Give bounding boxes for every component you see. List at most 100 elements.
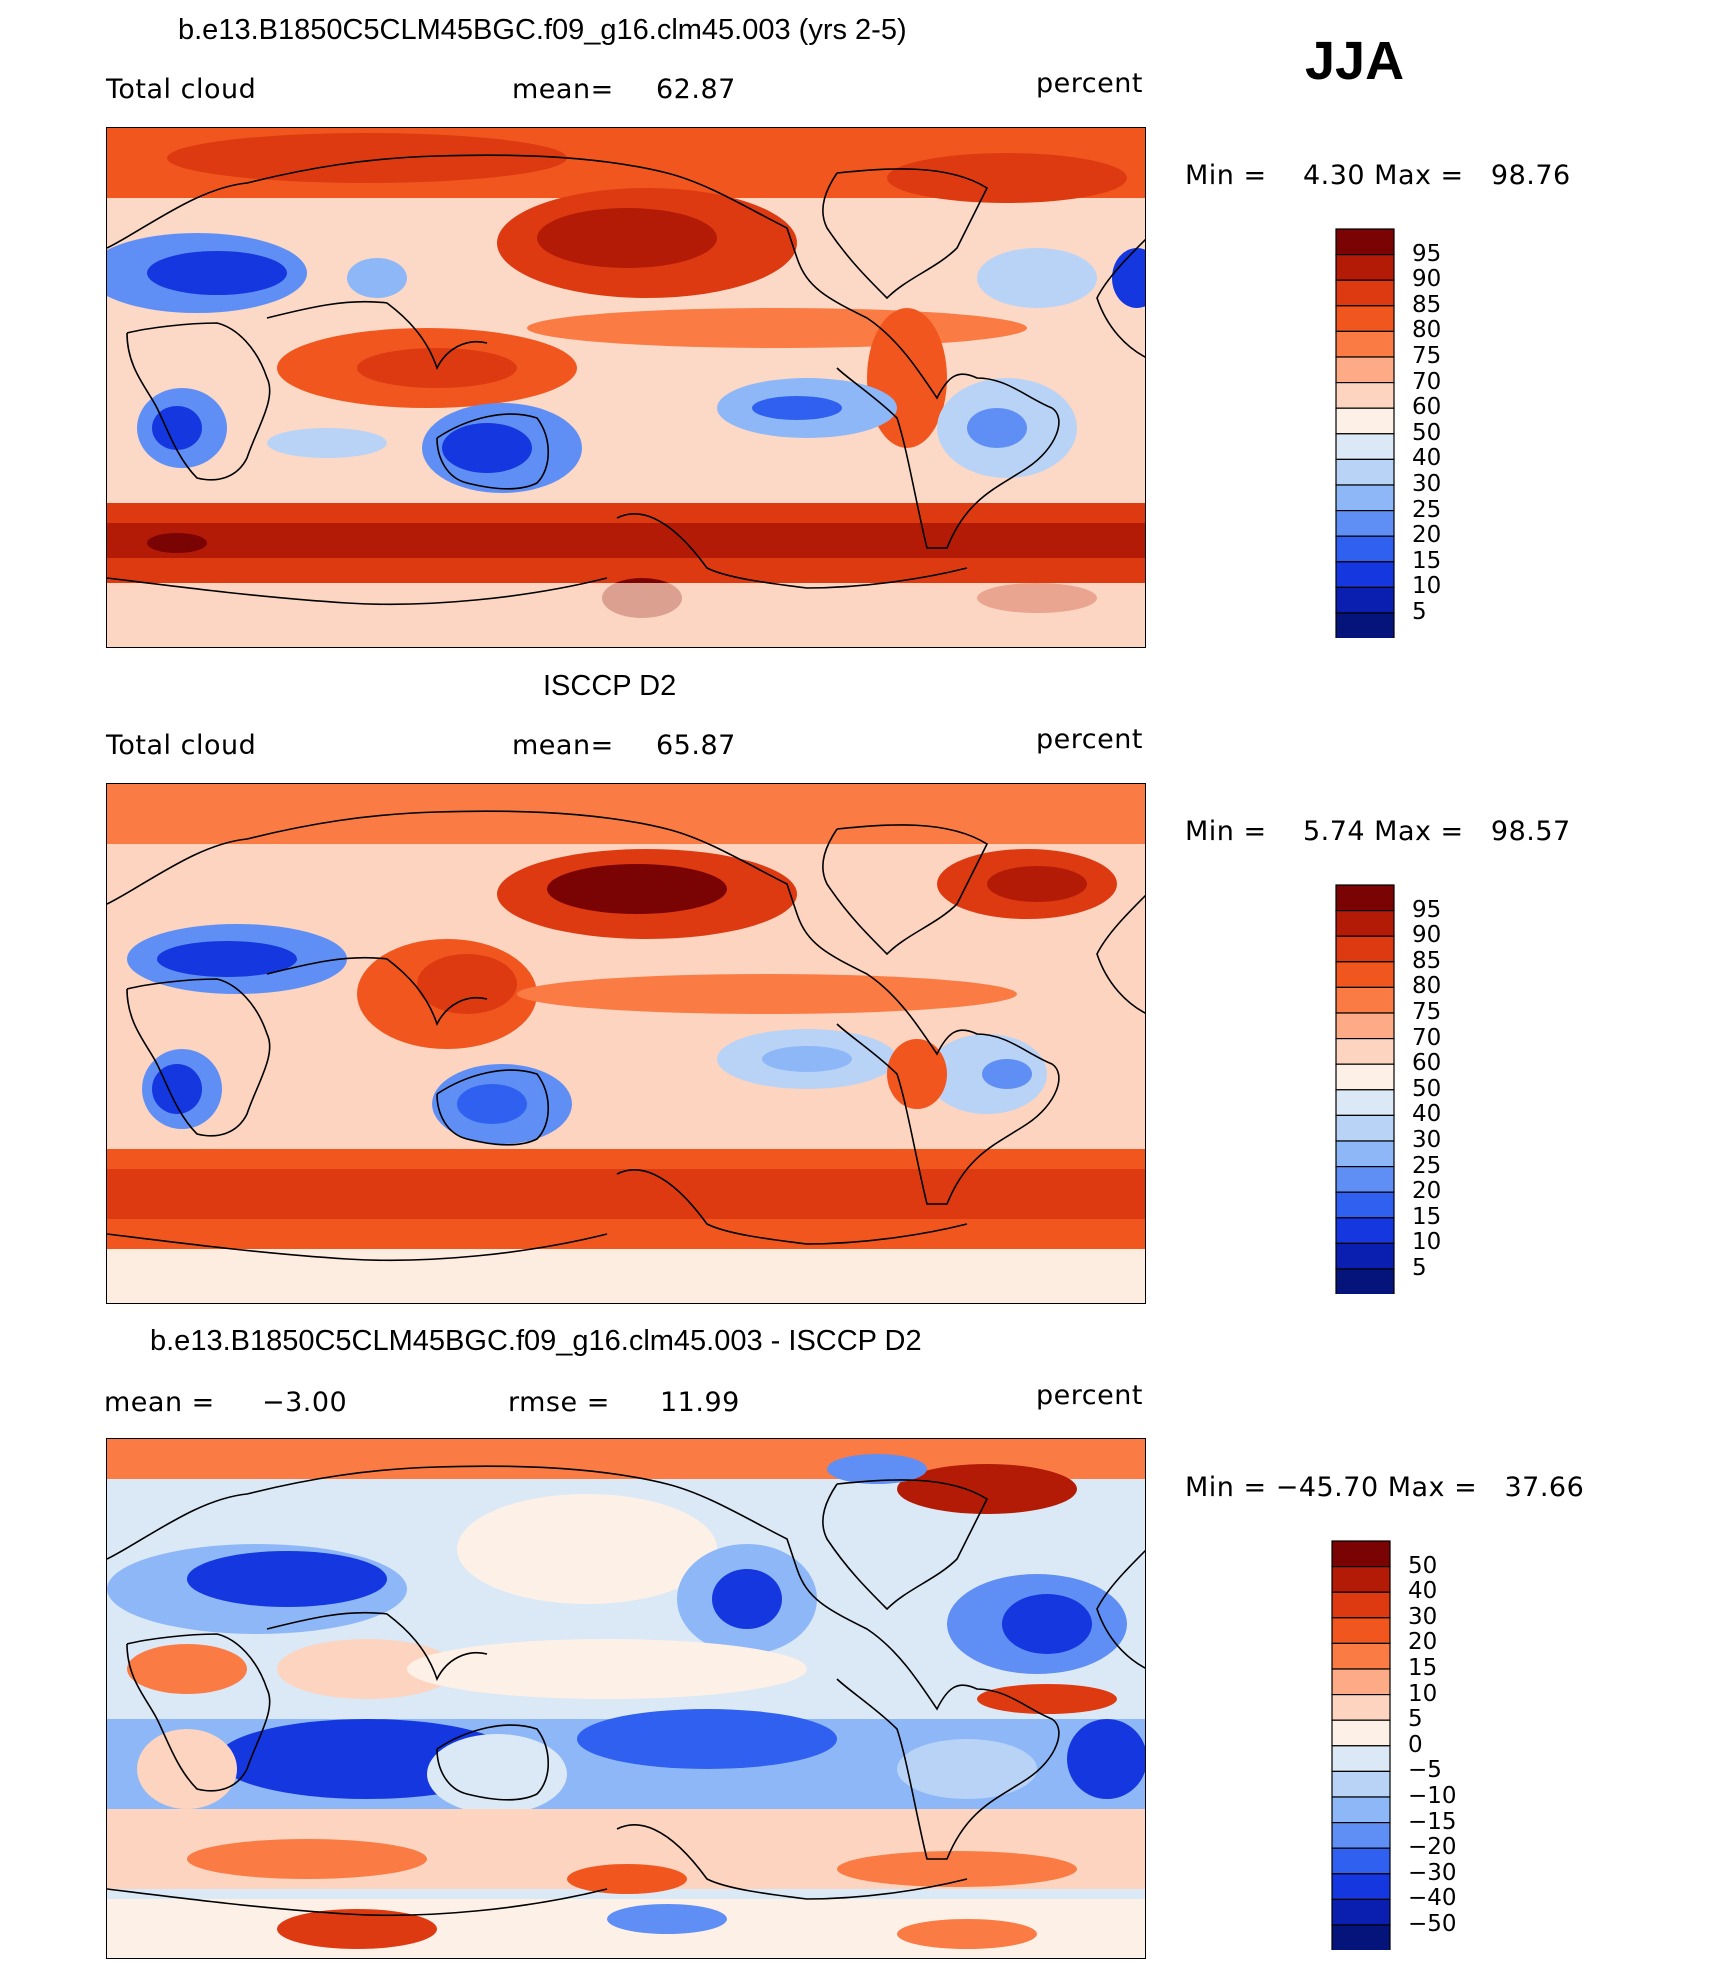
colorbar-tick-label: −50 [1408, 1911, 1457, 1937]
colorbar-box [1335, 510, 1395, 537]
colorbar-box [1331, 1796, 1391, 1824]
colorbar-box [1335, 279, 1395, 307]
panel2-colorbar-boxes [1335, 884, 1395, 1294]
colorbar-box [1335, 407, 1395, 435]
colorbar-box [1335, 1191, 1395, 1219]
colorbar-tick-label: −15 [1408, 1808, 1457, 1835]
colorbar-box [1335, 561, 1395, 588]
panel2-units-label: percent [1036, 724, 1143, 755]
panel2-map [106, 783, 1146, 1304]
colorbar-box [1335, 986, 1395, 1014]
colorbar-box [1331, 1540, 1391, 1568]
panel2-minmax: Min = 5.74 Max = 98.57 [1185, 816, 1571, 847]
colorbar-box [1331, 1770, 1391, 1798]
colorbar-box [1331, 1566, 1391, 1593]
colorbar-box [1335, 586, 1395, 614]
colorbar-tick-label: 25 [1412, 496, 1442, 523]
colorbar-tick-label: 50 [1408, 1552, 1438, 1579]
colorbar-box [1335, 1166, 1395, 1193]
colorbar-box [1335, 305, 1395, 333]
panel1-title: b.e13.B1850C5CLM45BGC.f09_g16.clm45.003 … [178, 14, 907, 46]
panel2-title: ISCCP D2 [543, 670, 677, 702]
colorbar-box [1335, 458, 1395, 486]
panel1-units-label: percent [1036, 68, 1143, 99]
colorbar-tick-label: 85 [1412, 947, 1442, 974]
panel2-mean-label: mean= [512, 730, 614, 761]
colorbar-box [1335, 484, 1395, 512]
colorbar-box [1331, 1745, 1391, 1773]
colorbar-box [1331, 1822, 1391, 1849]
colorbar-tick-label: −30 [1408, 1859, 1457, 1886]
colorbar-tick-label: 20 [1412, 522, 1442, 549]
colorbar-box [1331, 1642, 1391, 1670]
colorbar-box [1335, 1063, 1395, 1091]
panel1-map [106, 127, 1146, 648]
colorbar-tick-label: 10 [1408, 1680, 1438, 1707]
panel3-colorbar [1331, 1540, 1391, 1950]
colorbar-tick-label: 70 [1412, 1024, 1442, 1051]
colorbar-tick-label: −40 [1408, 1885, 1457, 1912]
colorbar-tick-label: 15 [1412, 1203, 1442, 1230]
panel2-variable-label: Total cloud [106, 730, 257, 761]
panel3-rmse-label: rmse = [508, 1387, 610, 1418]
colorbar-tick-label: 90 [1412, 922, 1442, 949]
colorbar-tick-label: 20 [1408, 1629, 1438, 1656]
colorbar-box [1331, 1924, 1391, 1950]
colorbar-box [1335, 382, 1395, 409]
colorbar-tick-label: 80 [1412, 317, 1442, 344]
colorbar-box [1335, 433, 1395, 461]
colorbar-box [1335, 228, 1395, 256]
colorbar-tick-label: 30 [1408, 1603, 1438, 1630]
colorbar-box [1335, 935, 1395, 963]
colorbar-box [1331, 1591, 1391, 1619]
colorbar-box [1331, 1694, 1391, 1721]
colorbar-tick-label: 60 [1412, 394, 1442, 421]
season-label: JJA [1305, 31, 1405, 91]
colorbar-box [1331, 1668, 1391, 1696]
panel3-colorbar-boxes [1331, 1540, 1391, 1950]
colorbar-tick-label: 5 [1412, 1255, 1427, 1281]
panel1-colorbar [1335, 228, 1395, 638]
colorbar-box [1335, 1140, 1395, 1168]
panel1-map-field [107, 128, 1145, 647]
panel3-units-label: percent [1036, 1380, 1143, 1411]
panel2-mean-value: 65.87 [656, 730, 736, 761]
panel3-mean-value: −3.00 [262, 1387, 348, 1418]
colorbar-box [1335, 356, 1395, 384]
colorbar-box [1335, 1012, 1395, 1040]
panel1-variable-label: Total cloud [106, 74, 257, 105]
colorbar-tick-label: 40 [1412, 445, 1442, 472]
colorbar-tick-label: 5 [1408, 1706, 1423, 1733]
colorbar-box [1331, 1898, 1391, 1926]
colorbar-tick-label: 95 [1412, 896, 1442, 923]
colorbar-tick-label: 85 [1412, 291, 1442, 318]
colorbar-tick-label: 10 [1412, 1229, 1442, 1256]
colorbar-box [1331, 1617, 1391, 1645]
colorbar-tick-label: −20 [1408, 1834, 1457, 1861]
colorbar-tick-label: 30 [1412, 471, 1442, 497]
colorbar-box [1331, 1847, 1391, 1875]
panel1-minmax: Min = 4.30 Max = 98.76 [1185, 160, 1571, 191]
colorbar-tick-label: 50 [1412, 1075, 1442, 1102]
colorbar-box [1335, 884, 1395, 912]
colorbar-box [1335, 330, 1395, 358]
colorbar-tick-label: 75 [1412, 999, 1442, 1025]
panel3-mean-label: mean = [104, 1387, 215, 1418]
colorbar-tick-label: 20 [1412, 1178, 1442, 1205]
panel2-map-field [107, 784, 1145, 1303]
colorbar-tick-label: 10 [1412, 573, 1442, 600]
colorbar-box [1331, 1719, 1391, 1747]
colorbar-box [1335, 1089, 1395, 1117]
colorbar-box [1335, 254, 1395, 281]
panel1-colorbar-boxes [1335, 228, 1395, 638]
colorbar-tick-label: 90 [1412, 266, 1442, 293]
colorbar-tick-label: 50 [1412, 419, 1442, 446]
colorbar-tick-label: 40 [1408, 1578, 1438, 1605]
panel3-rmse-value: 11.99 [660, 1387, 740, 1418]
colorbar-tick-label: 60 [1412, 1050, 1442, 1077]
colorbar-box [1335, 910, 1395, 937]
colorbar-tick-label: 5 [1412, 599, 1427, 625]
colorbar-tick-label: −10 [1408, 1783, 1457, 1809]
colorbar-tick-label: 30 [1412, 1127, 1442, 1153]
panel1-mean-value: 62.87 [656, 74, 736, 105]
